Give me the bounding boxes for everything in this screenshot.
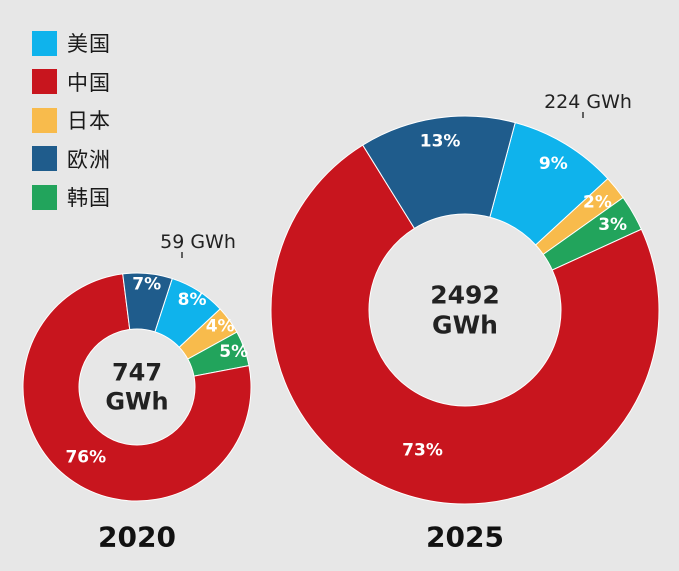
legend-swatch [32, 69, 57, 95]
chart-title: 2020 [98, 521, 176, 554]
legend-label: 中国 [67, 70, 111, 95]
center-value: 747 [112, 359, 162, 387]
legend-item-japan: 日本 [32, 101, 111, 140]
legend-swatch [32, 146, 57, 172]
legend-item-korea: 韩国 [32, 178, 111, 217]
slice-label: 8% [178, 290, 207, 310]
legend-item-europe: 欧洲 [32, 140, 111, 179]
donut-slice [122, 272, 173, 333]
donut-slice [362, 115, 516, 230]
legend: 美国 中国 日本 欧洲 韩国 [32, 24, 111, 217]
legend-swatch [32, 30, 57, 56]
callout-label: 224 GWh [544, 91, 632, 113]
legend-item-us: 美国 [32, 24, 111, 63]
legend-label: 美国 [67, 32, 111, 57]
slice-label: 73% [402, 441, 443, 461]
slice-label: 3% [598, 215, 627, 235]
slice-label: 2% [583, 193, 612, 213]
donut-slice [22, 273, 252, 502]
legend-label: 韩国 [67, 186, 111, 211]
slice-label: 13% [420, 131, 461, 151]
center-value: 2492 [430, 281, 500, 310]
legend-swatch [32, 107, 57, 133]
center-unit: GWh [105, 387, 168, 415]
legend-item-china: 中国 [32, 63, 111, 102]
slice-label: 76% [65, 447, 106, 467]
slice-label: 9% [539, 154, 568, 174]
slice-label: 4% [206, 317, 235, 337]
callout-label: 59 GWh [160, 231, 236, 253]
donut-slice [270, 144, 660, 505]
slice-label: 5% [219, 342, 248, 362]
chart-title: 2025 [426, 521, 504, 554]
center-unit: GWh [432, 311, 498, 340]
legend-swatch [32, 184, 57, 210]
legend-label: 日本 [67, 109, 111, 134]
legend-label: 欧洲 [67, 147, 111, 172]
slice-label: 7% [132, 275, 161, 295]
